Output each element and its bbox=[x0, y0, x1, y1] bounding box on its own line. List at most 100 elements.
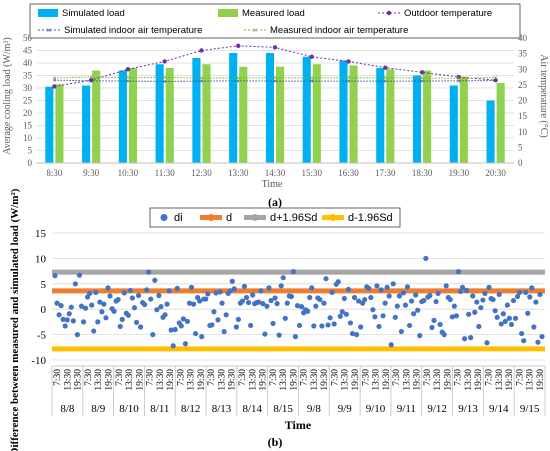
point-outdoor-temperature bbox=[383, 65, 388, 70]
y2-tick-label: 20 bbox=[518, 96, 528, 106]
scatter-point bbox=[164, 301, 170, 307]
date-label: 8/9 bbox=[91, 403, 106, 415]
legend-label-upper: d+1.96Sd bbox=[270, 212, 317, 224]
x-tick-label: 13:30 bbox=[310, 369, 320, 391]
bar-simulated-load bbox=[486, 100, 495, 163]
x-tick-label: 7:30 bbox=[361, 369, 371, 386]
scatter-point bbox=[58, 303, 64, 309]
point-measured-indoor-temperature: × bbox=[126, 75, 130, 82]
point-measured-indoor-temperature: × bbox=[52, 76, 56, 83]
x-tick-label: 19:30 bbox=[449, 168, 470, 178]
scatter-point bbox=[243, 294, 250, 301]
chart-b-gridlines bbox=[52, 232, 545, 361]
bar-measured-load bbox=[202, 64, 211, 163]
scatter-point bbox=[343, 311, 349, 317]
bar-simulated-load bbox=[265, 53, 274, 163]
date-label: 8/8 bbox=[60, 403, 75, 415]
chart-a-lines: × × × × × × × × × × × × ×× × × × × × × × × × × × × bbox=[52, 43, 498, 89]
scatter-point bbox=[154, 307, 160, 313]
legend-swatch-measured-load bbox=[218, 9, 238, 17]
chart-b-points bbox=[52, 255, 545, 349]
scatter-point bbox=[500, 311, 506, 317]
scatter-point bbox=[268, 297, 274, 304]
bar-measured-load bbox=[92, 70, 101, 163]
y-tick-label: 30 bbox=[23, 83, 33, 93]
scatter-point bbox=[203, 296, 209, 302]
scatter-point bbox=[537, 291, 543, 298]
scatter-point bbox=[400, 290, 407, 296]
scatter-point bbox=[62, 323, 68, 329]
scatter-point bbox=[229, 278, 235, 284]
point-simulated-indoor-temperature: × bbox=[420, 79, 424, 86]
bar-measured-load bbox=[55, 84, 64, 163]
scatter-point bbox=[190, 301, 197, 307]
x-tick-label: 8:30 bbox=[46, 168, 63, 178]
x-tick-label: 13:30 bbox=[248, 369, 258, 391]
scatter-point bbox=[337, 313, 343, 319]
scatter-point bbox=[115, 296, 121, 303]
date-label: 9/14 bbox=[489, 403, 509, 415]
scatter-point bbox=[358, 324, 364, 330]
date-label: 9/9 bbox=[338, 403, 353, 415]
scatter-point bbox=[345, 286, 352, 292]
legend-label-measured-indoor: Measured indoor air temperature bbox=[270, 25, 408, 36]
date-label: 9/12 bbox=[427, 403, 447, 415]
point-simulated-indoor-temperature: × bbox=[310, 79, 314, 86]
scatter-point bbox=[150, 332, 156, 338]
scatter-point bbox=[353, 332, 360, 338]
scatter-point bbox=[392, 314, 398, 320]
x-tick-label: 16:30 bbox=[338, 168, 359, 178]
date-label: 8/14 bbox=[243, 403, 263, 415]
point-outdoor-temperature bbox=[236, 43, 241, 49]
x-tick-label: 18:30 bbox=[412, 168, 433, 178]
scatter-point bbox=[248, 322, 254, 329]
scatter-point bbox=[508, 321, 515, 328]
scatter-point bbox=[521, 338, 527, 344]
y-tick-label: 5 bbox=[28, 146, 33, 156]
y2-tick-label: 10 bbox=[518, 127, 528, 137]
chart-b-x-axis-title: Time bbox=[285, 418, 312, 432]
scatter-point bbox=[382, 300, 388, 306]
scatter-point bbox=[335, 279, 341, 285]
bar-measured-load bbox=[423, 70, 432, 163]
x-tick-label: 19:30 bbox=[505, 369, 515, 391]
scatter-point bbox=[384, 284, 390, 290]
x-tick-label: 19:30 bbox=[104, 369, 114, 391]
chart-b-legend: di d d+1.96Sd d-1.96Sd bbox=[149, 207, 401, 228]
scatter-point bbox=[402, 302, 409, 308]
scatter-point bbox=[529, 285, 535, 291]
scatter-point bbox=[319, 323, 325, 329]
x-tick-label: 19:30 bbox=[320, 369, 330, 391]
x-tick-label: 7:30 bbox=[269, 369, 279, 386]
scatter-point bbox=[307, 294, 313, 301]
x-tick-label: 13:30 bbox=[217, 369, 227, 391]
bar-measured-load bbox=[239, 66, 248, 163]
scatter-point bbox=[264, 303, 270, 309]
scatter-point bbox=[245, 299, 252, 306]
point-simulated-indoor-temperature: × bbox=[52, 78, 56, 85]
scatter-point bbox=[478, 305, 484, 311]
scatter-point bbox=[280, 275, 286, 281]
scatter-point bbox=[294, 303, 301, 309]
point-measured-indoor-temperature: × bbox=[420, 76, 424, 83]
legend-label-simulated-indoor: Simulated indoor air temperature bbox=[64, 25, 202, 36]
scatter-point bbox=[137, 324, 144, 330]
scatter-point bbox=[411, 311, 417, 317]
scatter-point bbox=[233, 324, 239, 330]
date-label: 8/11 bbox=[150, 403, 169, 415]
scatter-point bbox=[423, 255, 429, 261]
scatter-point bbox=[476, 323, 482, 330]
point-outdoor-temperature bbox=[125, 67, 131, 72]
scatter-point bbox=[313, 303, 319, 309]
scatter-point bbox=[451, 303, 457, 309]
scatter-point bbox=[241, 283, 248, 289]
scatter-point bbox=[223, 312, 229, 318]
point-outdoor-temperature bbox=[419, 70, 425, 75]
scatter-point bbox=[89, 302, 95, 308]
chart-a-y2-axis-title: Air temperature (°C) bbox=[538, 54, 549, 137]
y-tick-label: 15 bbox=[23, 121, 33, 131]
scatter-point bbox=[105, 285, 111, 291]
x-tick-label: 19:30 bbox=[413, 369, 423, 391]
scatter-point bbox=[296, 322, 303, 329]
